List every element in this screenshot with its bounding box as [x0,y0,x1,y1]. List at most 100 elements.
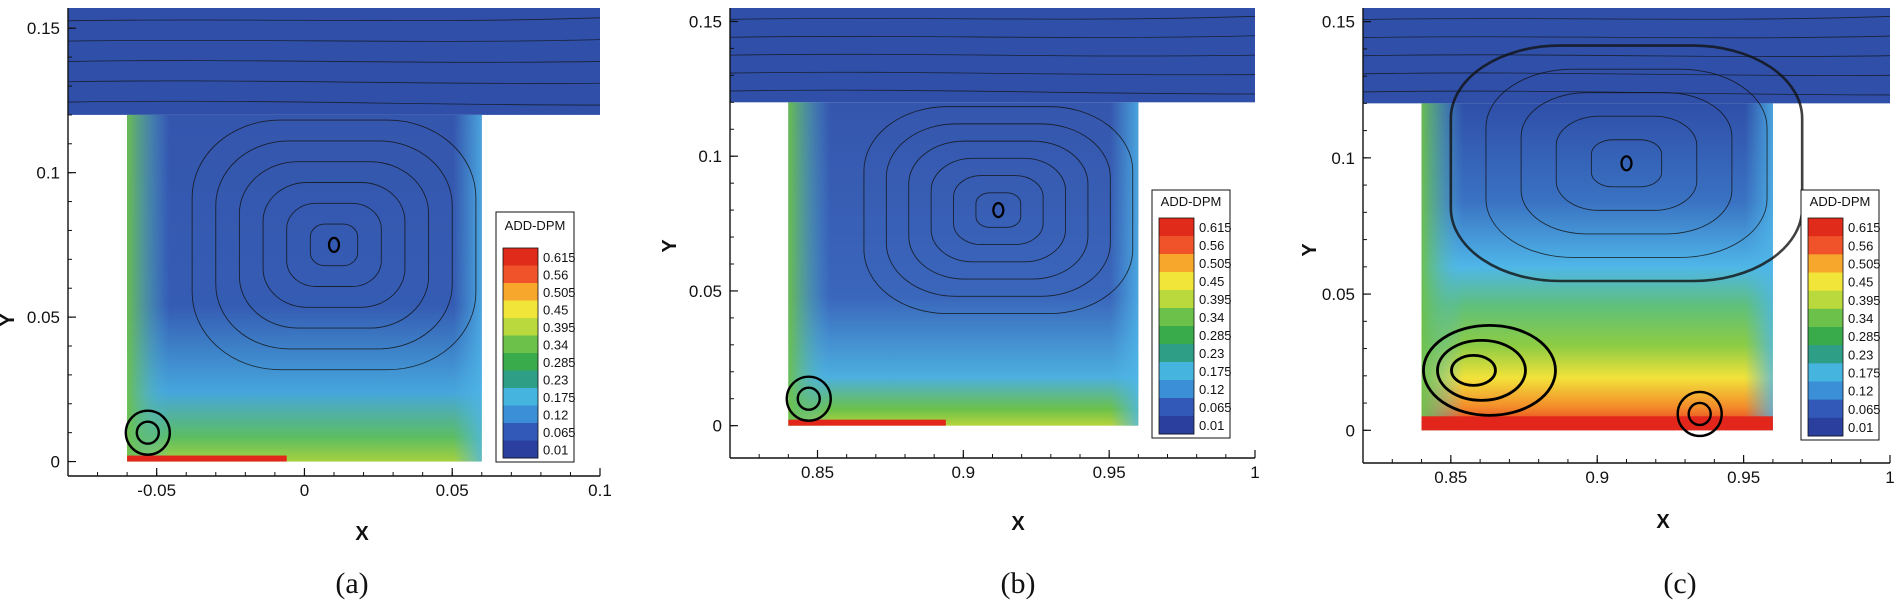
cavity-streamline [908,140,1089,280]
colorbar-level-label: 0.615 [1199,220,1232,235]
x-tick-label: 0.95 [1727,468,1760,487]
cavity-right-wall-band [1110,102,1139,426]
colorbar-level-label: 0.395 [1199,292,1232,307]
secondary-vortex-streamline [1436,338,1527,402]
colorbar-level-label: 0.01 [1848,420,1873,435]
channel-streamline [1362,35,1891,39]
y-tick-label: 0.1 [36,164,60,183]
colorbar-level-label: 0.23 [1199,346,1224,361]
colorbar-title: ADD-DPM [505,218,566,233]
channel-streamline [67,60,601,63]
secondary-vortex-streamline [785,375,832,422]
colorbar-swatch [503,423,538,441]
secondary-vortex-streamline [1450,353,1497,387]
cavity-streamline [930,157,1066,263]
colorbar-level-label: 0.395 [1848,293,1881,308]
y-axis-title: Y [659,239,681,253]
colorbar-swatch [1808,381,1843,401]
colorbar-swatch [1808,290,1843,310]
y-axis-title: Y [0,313,19,327]
y-tick-label: 0.05 [27,308,60,327]
colorbar-swatch [1159,254,1194,273]
cavity-streamline [1590,139,1663,188]
cavity-streamline [975,192,1022,228]
colorbar-swatch [503,405,538,424]
y-tick-label: 0 [713,417,722,436]
colorbar-swatch [1808,308,1843,328]
colorbar-level-label: 0.505 [1199,256,1232,271]
colorbar-swatch [1159,380,1194,399]
secondary-vortex-streamline [1422,323,1557,417]
colorbar-swatch [1808,363,1843,382]
channel-streamline [67,39,601,42]
vortex-center [1620,155,1633,172]
channel-streamline [729,35,1256,38]
colorbar-level-label: 0.615 [543,250,576,265]
y-tick-label: 0.15 [689,12,722,31]
cavity-streamline [1485,68,1768,258]
cavity-streamline [1520,92,1733,235]
colorbar-swatch [1808,236,1843,255]
colorbar-level-label: 0.175 [1199,364,1232,379]
x-axis-title: X [355,523,369,545]
panel-caption: (b) [1001,567,1036,600]
colorbar-swatch [1808,218,1843,237]
cavity-streamline [1449,44,1804,283]
channel-streamline [1362,16,1891,20]
channel-streamline [1362,54,1891,57]
colorbar-level-label: 0.34 [543,337,568,352]
colorbar-level-label: 0.45 [543,302,568,317]
colorbar-level-label: 0.12 [543,407,568,422]
colorbar-swatch [1808,327,1843,346]
cavity-region [788,102,1139,426]
x-tick-label: 0.95 [1093,463,1126,482]
colorbar-swatch [1808,345,1843,364]
x-tick-label: 0.1 [588,481,612,500]
channel-streamline [729,89,1256,95]
cavity-left-wall-band [788,102,831,426]
colorbar-swatch [1159,326,1194,345]
colorbar-level-label: 0.01 [1199,418,1224,433]
colorbar-level-label: 0.065 [1848,402,1881,417]
colorbar-level-label: 0.56 [1848,238,1873,253]
colorbar-outline [1158,217,1195,435]
colorbar-level-label: 0.45 [1199,274,1224,289]
colorbar-level-label: 0.285 [543,355,576,370]
colorbar-swatch [1159,398,1194,417]
cavity-region [127,114,482,462]
bottom-red-band [788,419,946,426]
colorbar-level-label: 0.285 [1848,329,1881,344]
colorbar-level-label: 0.175 [543,390,576,405]
colorbar-level-label: 0.175 [1848,365,1881,380]
colorbar-title: ADD-DPM [1161,194,1222,209]
colorbar-level-label: 0.505 [543,285,576,300]
colorbar-swatch [1159,290,1194,309]
channel-streamline [729,15,1256,20]
vortex-center [992,201,1005,219]
channel-streamline [1362,72,1891,76]
colorbar-swatch [1159,344,1194,363]
secondary-vortex-streamline [1687,401,1712,427]
colorbar-swatch [503,440,538,459]
x-axis-title: X [1656,511,1670,533]
x-tick-label: 0.85 [801,463,834,482]
vortex-center [327,236,341,253]
colorbar-level-label: 0.34 [1199,310,1224,325]
colorbar-level-label: 0.45 [1848,275,1873,290]
x-tick-label: 1 [1885,468,1894,487]
colorbar-swatch [503,265,538,284]
panel-a: -0.05 0 0.05 0.1 0 0.05 0.1 0.15 X Y ADD-DPM 0.615 0… [0,8,612,600]
cavity-streamline [262,182,406,308]
cavity-streamline [309,223,359,267]
panel-caption: (c) [1663,567,1696,600]
colorbar-level-label: 0.065 [543,425,576,440]
x-tick-label: 0 [300,481,309,500]
colorbar-level-label: 0.56 [1199,238,1224,253]
colorbar-swatch [1159,218,1194,237]
colorbar-swatch [1159,416,1194,435]
bottom-red-band [127,455,287,462]
x-axis-title: X [1011,513,1025,535]
colorbar-level-label: 0.23 [1848,347,1873,362]
panel-caption: (a) [335,567,368,600]
